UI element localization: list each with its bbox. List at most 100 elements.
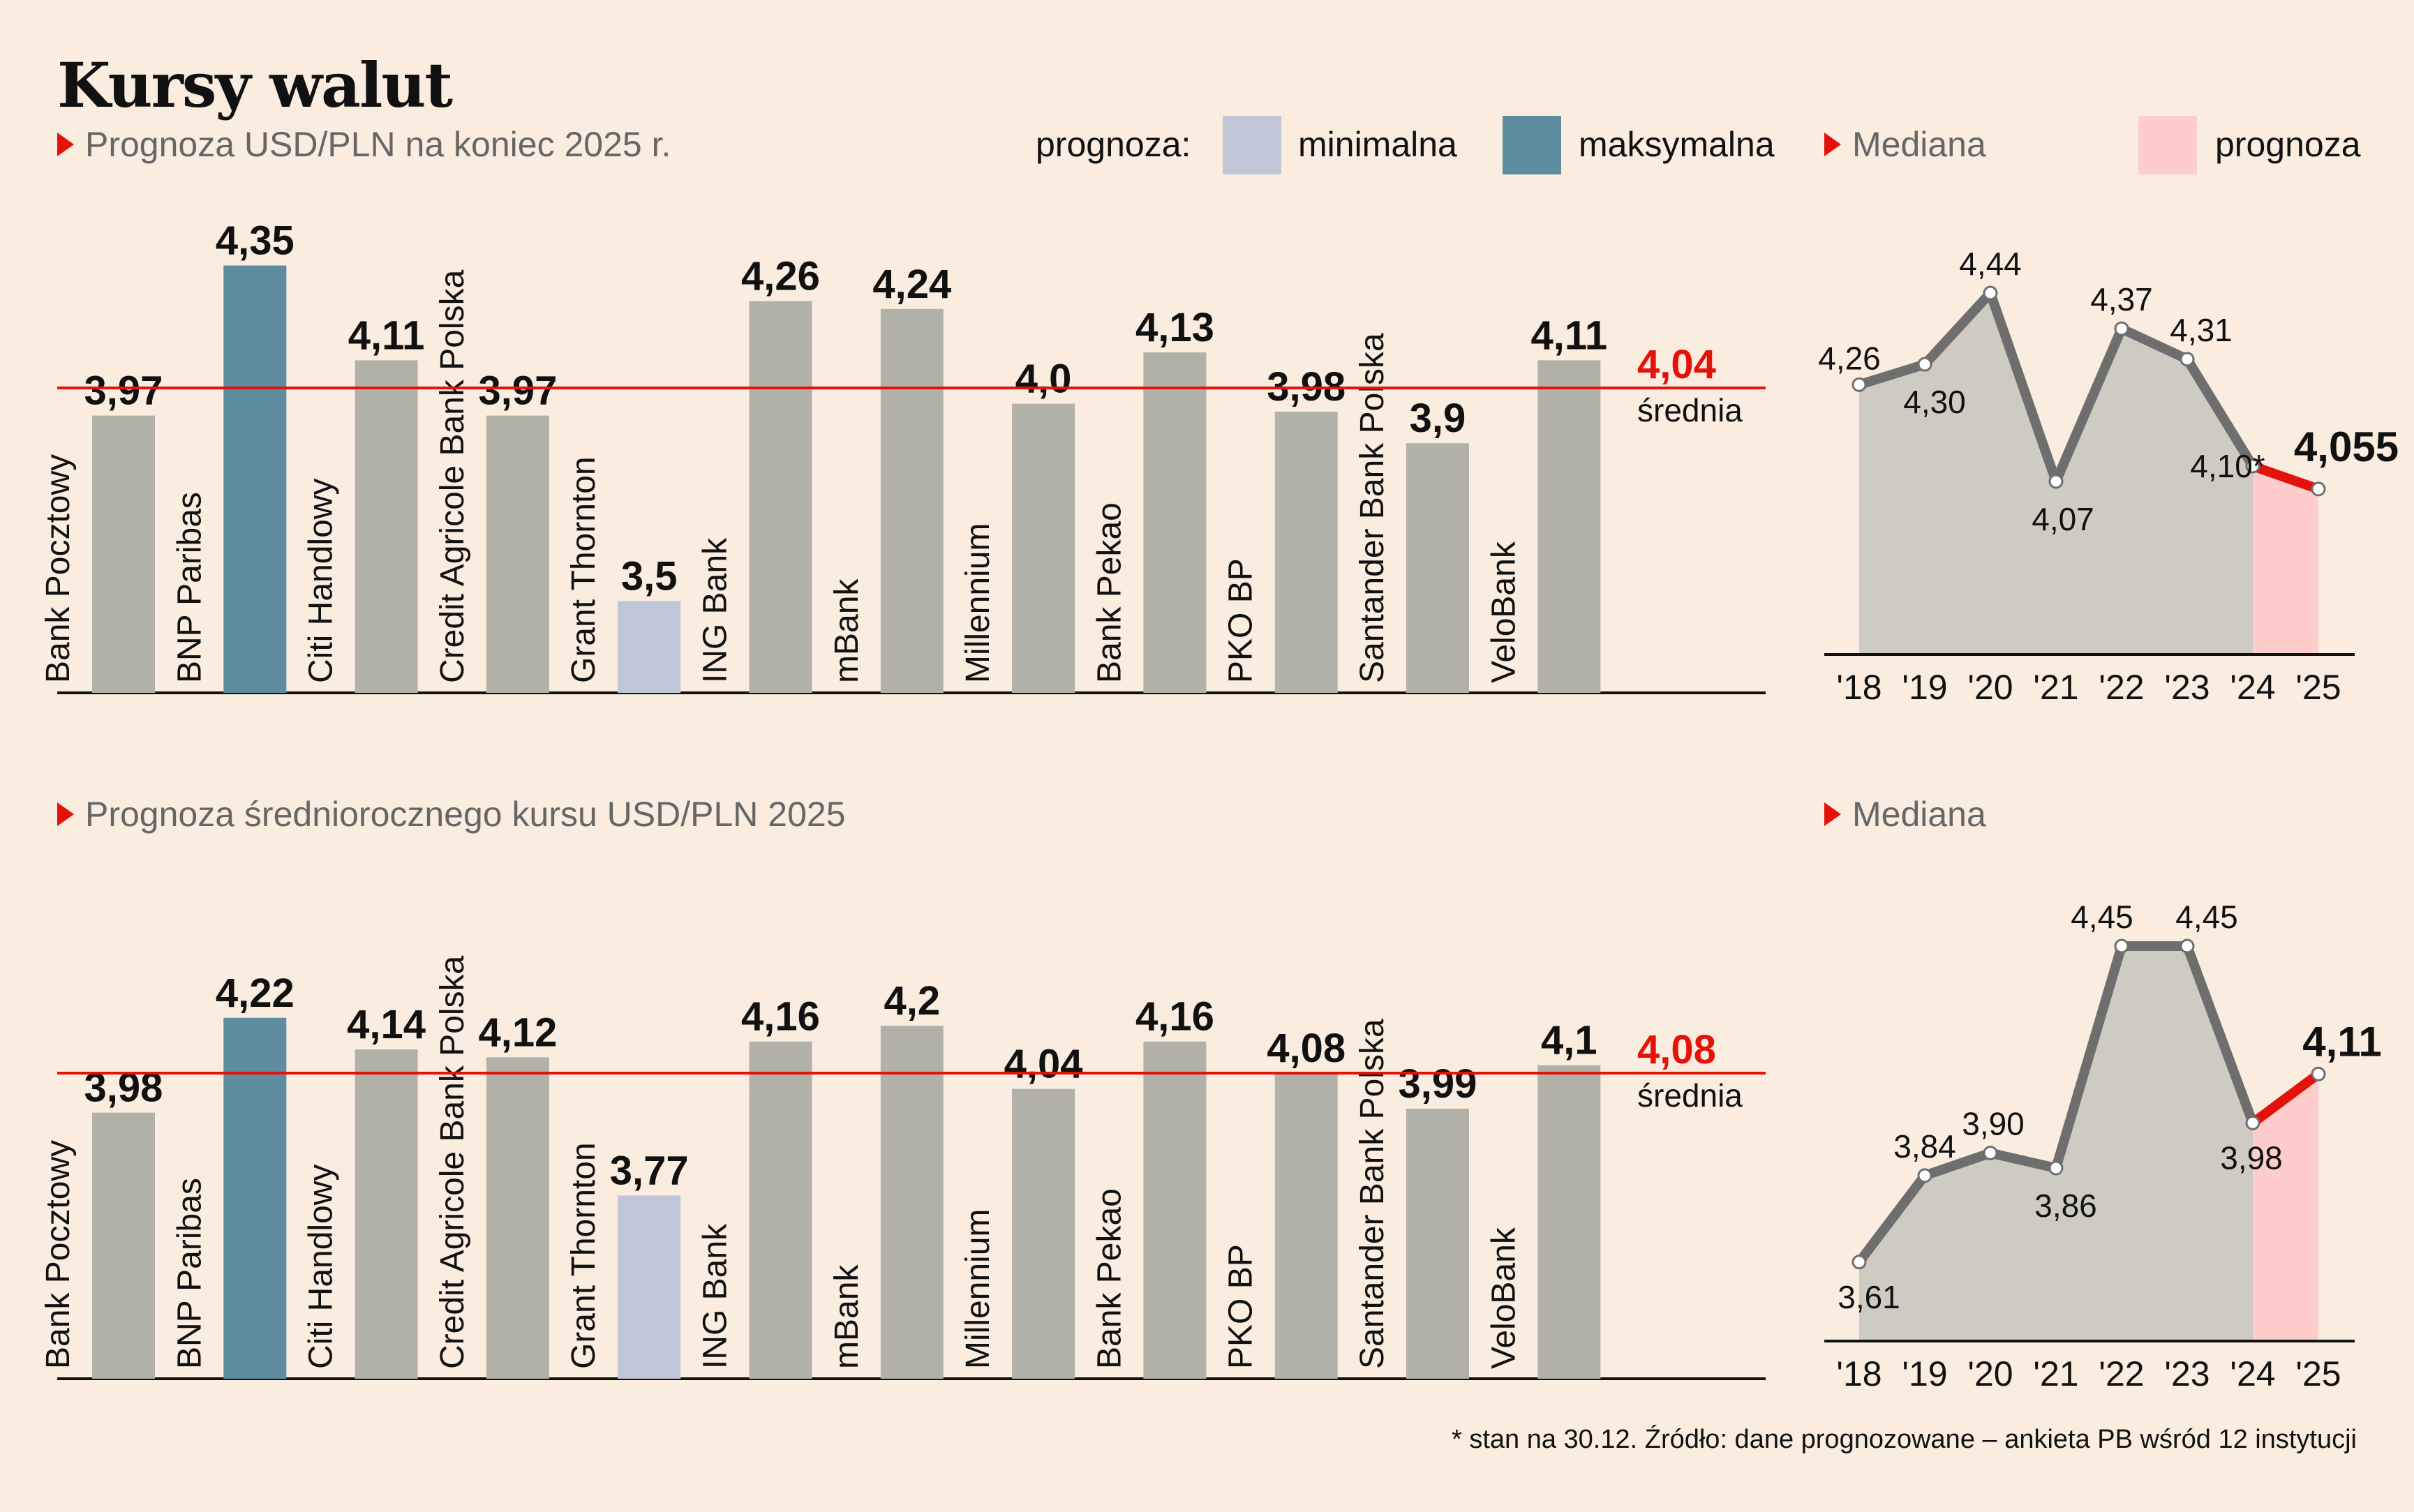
chart2-category-label: mBank bbox=[828, 1264, 865, 1369]
chart0-bar bbox=[223, 265, 287, 693]
chart3-point bbox=[2048, 1160, 2064, 1176]
chart2-category-label: Santander Bank Polska bbox=[1354, 1019, 1391, 1369]
chart3-point bbox=[1983, 1145, 1998, 1160]
chart3-subtitle: Prognoza średniorocznego kursu USD/PLN 2… bbox=[57, 794, 846, 834]
chart2-bar-value: 3,99 bbox=[1399, 1061, 1477, 1107]
chart3-x-tick: '24 bbox=[2230, 1354, 2275, 1393]
chart2-average-label: średnia bbox=[1637, 1077, 1743, 1114]
chart0-bar-value: 4,24 bbox=[872, 262, 951, 307]
chart0-category-label: mBank bbox=[828, 578, 865, 683]
chart1-x-tick: '23 bbox=[2164, 668, 2210, 707]
chart0-category-label: Citi Handlowy bbox=[303, 479, 340, 683]
chart1-point-label: 4,30 bbox=[1903, 384, 1966, 420]
chart0-bar bbox=[486, 415, 549, 693]
chart2-bar bbox=[486, 1057, 549, 1379]
chart1-point-label: 4,07 bbox=[2032, 501, 2094, 537]
chart3-point bbox=[1852, 1255, 1867, 1270]
chart0-average-value: 4,04 bbox=[1637, 342, 1716, 387]
chart3-point bbox=[2114, 938, 2129, 954]
chart3-point-label: 4,45 bbox=[2071, 899, 2133, 935]
legend-swatch-max bbox=[1503, 116, 1561, 174]
chart2-title: Mediana bbox=[1852, 125, 1986, 164]
chart3-point bbox=[2311, 1066, 2326, 1081]
chart3-point-label: 3,90 bbox=[1962, 1105, 2025, 1142]
chart2-bar-value: 3,77 bbox=[610, 1148, 689, 1193]
chart1-point bbox=[1917, 357, 1932, 372]
chart0-bar-value: 4,13 bbox=[1135, 305, 1214, 350]
chart2-bar-value: 4,2 bbox=[884, 978, 940, 1024]
chart3-forecast-line bbox=[2248, 1069, 2323, 1128]
chart3-area-forecast bbox=[2253, 1074, 2318, 1341]
chart2-category-label: Bank Pocztowy bbox=[40, 1140, 77, 1369]
chart2-average-value: 4,08 bbox=[1637, 1027, 1716, 1072]
chart1-point-label: 4,44 bbox=[1959, 246, 2022, 282]
chart3-point-label: 3,86 bbox=[2034, 1188, 2097, 1224]
chart3-point-label: 3,98 bbox=[2220, 1139, 2283, 1176]
chart1-point bbox=[2048, 474, 2064, 489]
chart0-bar-value: 4,11 bbox=[348, 313, 425, 358]
chart0-bar-value: 4,0 bbox=[1015, 357, 1072, 402]
chart2-bar bbox=[355, 1049, 418, 1379]
chart2-category-label: PKO BP bbox=[1223, 1244, 1260, 1369]
chart2-bar bbox=[1537, 1065, 1601, 1379]
chart2-bar bbox=[749, 1041, 812, 1379]
chart1-point bbox=[1983, 285, 1998, 301]
chart0-category-label: Santander Bank Polska bbox=[1354, 333, 1391, 683]
chart0-bar-value: 3,5 bbox=[621, 554, 678, 599]
chart1-x-tick: '25 bbox=[2295, 668, 2341, 707]
chart0-bar bbox=[749, 301, 812, 694]
chart0-category-label: Credit Agricole Bank Polska bbox=[434, 269, 471, 683]
chart2-bar bbox=[1012, 1088, 1075, 1379]
chart3-x-tick: '23 bbox=[2164, 1354, 2210, 1393]
chart1-point bbox=[2114, 321, 2129, 336]
chart1-x-tick: '20 bbox=[1967, 668, 2013, 707]
chart1-point bbox=[2311, 481, 2326, 497]
chart3-x-tick: '19 bbox=[1902, 1354, 1947, 1393]
chart1-point-label: 4,31 bbox=[2170, 312, 2233, 348]
chart0-category-label: VeloBank bbox=[1485, 541, 1522, 683]
page-title: Kursy walut bbox=[57, 49, 453, 121]
chart1-forecast-line bbox=[2248, 461, 2323, 494]
chart2-category-label: Millennium bbox=[960, 1209, 997, 1369]
chart2-subtitle: Mediana bbox=[1824, 124, 1986, 165]
chart0-category-label: BNP Paribas bbox=[171, 492, 208, 683]
chart0-category-label: ING Bank bbox=[697, 537, 734, 683]
legend-forecast-label: prognoza bbox=[2215, 125, 2361, 164]
chart0-bar bbox=[1537, 360, 1601, 693]
chart0-average-label: średnia bbox=[1637, 392, 1743, 428]
chart1-point-label: 4,37 bbox=[2090, 281, 2153, 317]
chart2-bar bbox=[1274, 1073, 1338, 1379]
chart3-x-tick: '18 bbox=[1836, 1354, 1882, 1393]
chart0-bar bbox=[880, 308, 944, 693]
chart1-point-label: 4,10* bbox=[2190, 448, 2265, 484]
chart2-category-label: ING Bank bbox=[697, 1223, 734, 1369]
chart3-point-label: 3,61 bbox=[1838, 1279, 1900, 1315]
chart0-bar-value: 4,35 bbox=[216, 218, 295, 264]
chart3-point bbox=[2180, 938, 2195, 954]
legend-swatch-forecast bbox=[2138, 116, 2197, 174]
chart1-point bbox=[2245, 458, 2260, 474]
chart3-x-tick: '20 bbox=[1967, 1354, 2013, 1393]
legend-swatch-min bbox=[1223, 116, 1281, 174]
chart2-category-label: BNP Paribas bbox=[171, 1178, 208, 1369]
chart2-bar bbox=[880, 1026, 944, 1379]
chart2-bar bbox=[223, 1017, 287, 1379]
chart4-title: Mediana bbox=[1852, 795, 1986, 834]
chart2-bar-value: 4,16 bbox=[1135, 994, 1214, 1040]
chart1-subtitle: Prognoza USD/PLN na koniec 2025 r. bbox=[57, 124, 671, 165]
red-triangle-icon bbox=[57, 133, 74, 156]
chart3-point bbox=[2245, 1115, 2260, 1130]
chart2-bar bbox=[1406, 1108, 1469, 1379]
chart0-bar-value: 4,26 bbox=[741, 253, 820, 299]
red-triangle-icon bbox=[1824, 133, 1841, 156]
legend-label: prognoza: bbox=[1036, 125, 1191, 164]
chart2-bar-value: 4,14 bbox=[347, 1002, 426, 1047]
chart2-category-label: Bank Pekao bbox=[1091, 1188, 1128, 1369]
chart0-category-label: Bank Pekao bbox=[1091, 502, 1128, 683]
footnote: * stan na 30.12. Źródło: dane prognozowa… bbox=[1451, 1425, 2357, 1454]
chart1-x-tick: '19 bbox=[1902, 668, 1947, 707]
chart2-category-label: Credit Agricole Bank Polska bbox=[434, 955, 471, 1369]
chart2-category-label: Grant Thornton bbox=[565, 1142, 602, 1369]
